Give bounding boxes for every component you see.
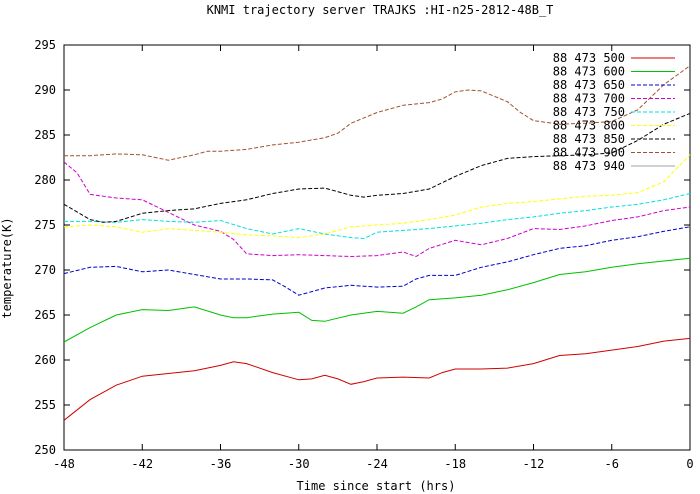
series-line-5 (64, 193, 691, 240)
x-tick-label: -6 (605, 457, 619, 471)
x-tick-label: -18 (444, 457, 466, 471)
x-tick-label: -42 (131, 457, 153, 471)
y-axis-label: temperature(K) (0, 217, 14, 318)
y-tick-label: 265 (34, 308, 56, 322)
legend-label: 88 473 700 (553, 92, 625, 106)
y-tick-label: 260 (34, 353, 56, 367)
x-tick-label: -24 (366, 457, 388, 471)
y-axis: 250 255 260 265 270 275 280 285 290 295 (34, 38, 690, 457)
legend-label: 88 473 900 (553, 146, 625, 160)
y-tick-label: 290 (34, 83, 56, 97)
chart-title: KNMI trajectory server TRAJKS :HI-n25-28… (207, 3, 554, 17)
series-line-2 (63, 257, 691, 343)
y-tick-label: 270 (34, 263, 56, 277)
series-line-7 (63, 112, 691, 223)
y-tick-label: 280 (34, 173, 56, 187)
x-axis: -48 -42 -36 -30 -24 -18 -12 -6 0 (53, 45, 694, 471)
y-tick-label: 295 (34, 38, 56, 52)
x-tick-label: 0 (686, 457, 693, 471)
legend-label: 88 473 940 (553, 159, 625, 173)
series-line-8 (64, 65, 691, 161)
x-axis-label: Time since start (hrs) (297, 479, 456, 493)
legend-label: 88 473 500 (553, 51, 625, 65)
y-tick-label: 255 (34, 398, 56, 412)
x-tick-label: -30 (288, 457, 310, 471)
x-tick-label: -36 (210, 457, 232, 471)
series-line-4 (63, 161, 691, 258)
legend-label: 88 473 600 (553, 65, 625, 79)
y-tick-label: 250 (34, 443, 56, 457)
legend-label: 88 473 850 (553, 132, 625, 146)
x-tick-label: -48 (53, 457, 75, 471)
y-tick-label: 275 (34, 218, 56, 232)
legend-label: 88 473 750 (553, 105, 625, 119)
x-tick-label: -12 (523, 457, 545, 471)
y-tick-label: 285 (34, 128, 56, 142)
series-line-1 (63, 337, 691, 421)
series-lines (63, 65, 691, 421)
series-line-6 (63, 154, 691, 239)
legend-label: 88 473 650 (553, 78, 625, 92)
series-line-3 (63, 226, 691, 296)
legend-label: 88 473 800 (553, 119, 625, 133)
